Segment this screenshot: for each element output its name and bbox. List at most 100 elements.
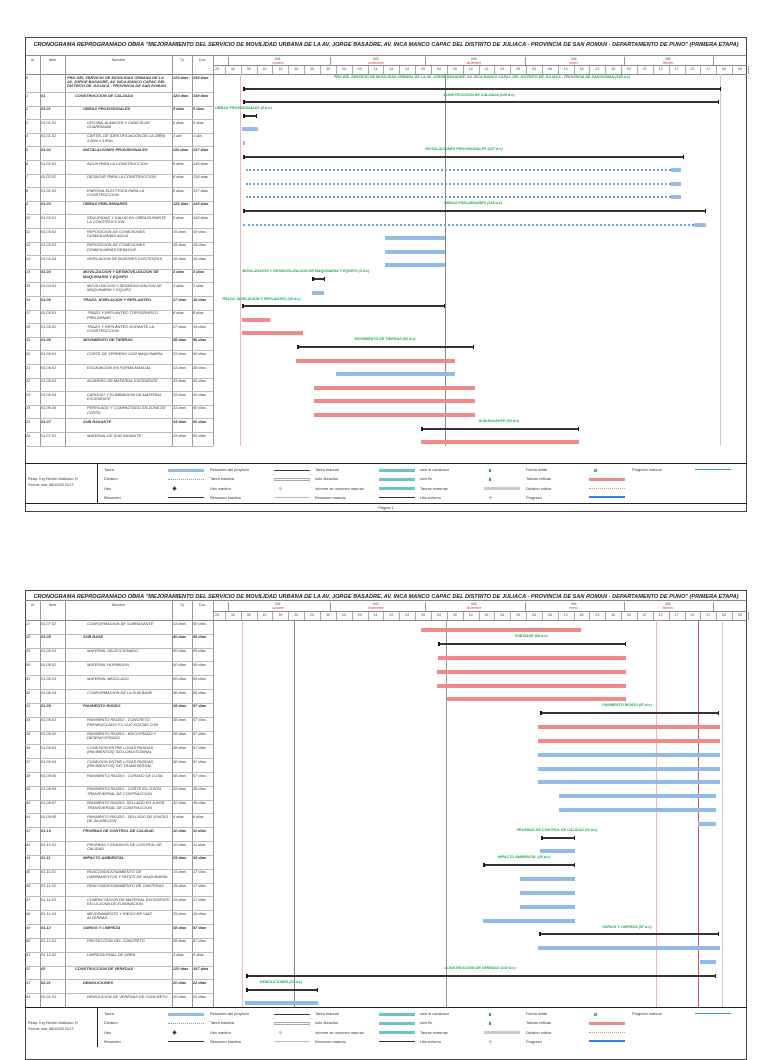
column-header-item[interactable]: Item <box>48 602 57 607</box>
task-name[interactable]: MOVILIZACION Y DESMOVILIZACION DE MAQUIN… <box>87 283 162 293</box>
summary-bar-2[interactable] <box>243 114 257 117</box>
critical-task-bar-32[interactable] <box>447 697 626 702</box>
summary-bar-42[interactable] <box>541 836 575 839</box>
task-name[interactable]: SUB RASANTE <box>83 419 112 424</box>
summary-bar-49[interactable] <box>539 933 719 936</box>
critical-task-bar-29[interactable] <box>438 655 626 660</box>
task-bar-41[interactable] <box>698 821 716 826</box>
task-name[interactable]: TRAZO Y REPLANTEO DURANTE LA CONSTRUCCIO… <box>87 324 154 334</box>
task-name[interactable]: PROTECCION DEL CONCRETO <box>87 939 145 944</box>
task-name[interactable]: MEJORAMIENTO Y RIEGO DE VIAS ALTERNAS <box>87 911 152 921</box>
task-bar-38[interactable] <box>538 780 720 785</box>
task-name[interactable]: REPOSICION DE CONEXIONES DOMICILIARIAS D… <box>87 243 145 252</box>
critical-task-bar-18[interactable] <box>242 331 303 336</box>
summary-bar-14[interactable] <box>312 277 325 280</box>
task-name[interactable]: CARGUIO Y ELIMINACION DE MATERIAL EXCEDE… <box>87 392 162 402</box>
split-task-dots-6[interactable] <box>246 169 671 172</box>
task-name[interactable]: SEGURIDAD Y SALUD EN OBRA DURANTE LA CON… <box>87 215 167 225</box>
summary-bar-53[interactable] <box>246 988 318 991</box>
task-bar-36[interactable] <box>538 752 720 757</box>
task-name[interactable]: MATERIAL MEZCLADO <box>87 676 129 681</box>
task-bar-50[interactable] <box>538 946 720 951</box>
task-name[interactable]: CONSTRUCCION DE CALZADA <box>75 93 134 98</box>
critical-task-bar-27[interactable] <box>421 628 581 633</box>
task-name[interactable]: CORTE DE TERRENO CON MAQUINARIA <box>87 351 163 356</box>
summary-bar-16[interactable] <box>242 305 445 308</box>
task-name[interactable]: NIVELACION DE BUZONES EXISTENTES <box>87 256 163 261</box>
task-name[interactable]: REACONDICIONAMIENTO DE CAMPAMENTOS Y PAT… <box>87 870 168 879</box>
task-name[interactable]: EXCAVACION EN FORMA MANUAL <box>87 365 151 370</box>
column-header-tp[interactable]: Tp <box>179 602 185 607</box>
task-name[interactable]: PAVIMENTO RIGIDO - CURADO DE LOSA <box>87 773 163 778</box>
task-name[interactable]: PAVIMENTO RIGIDO- SELLADO EN JUNTA TRANS… <box>87 801 165 810</box>
task-name[interactable]: PERFILADO Y COMPACTADO EN ZONA DE CORTE <box>87 406 166 415</box>
task-name[interactable]: LIMPIEZA FINAL DE OBRA <box>87 953 136 958</box>
task-bar-40[interactable] <box>559 807 716 812</box>
column-header-item[interactable]: Item <box>48 57 57 62</box>
task-bar-37[interactable] <box>538 766 720 771</box>
task-bar-47[interactable] <box>520 904 575 909</box>
task-bar-21[interactable] <box>336 372 455 377</box>
summary-bar-5[interactable] <box>243 155 684 158</box>
task-name[interactable]: CONEXION ENTRE LOSAS RIGIDAS (PAVIMENTOS… <box>87 745 154 755</box>
summary-bar-52[interactable] <box>246 974 716 977</box>
task-name[interactable]: OBRAS PROVISIONALES <box>83 107 131 112</box>
task-bar-4[interactable] <box>243 140 245 145</box>
task-bar-11[interactable] <box>385 236 445 241</box>
task-bar-45[interactable] <box>520 877 575 882</box>
summary-bar-33[interactable] <box>540 712 719 715</box>
column-header-name[interactable]: Nombre <box>111 602 126 607</box>
task-name[interactable]: CARTEL DE IDENTIFICACIÓN DE LA OBRA 3.60… <box>87 134 166 143</box>
task-name[interactable]: AGUA PARA LA CONSTRUCCION <box>87 161 148 166</box>
task-name[interactable]: CONFORMACION DE SUBRASANTE <box>87 621 154 626</box>
task-bar-7[interactable] <box>671 181 681 186</box>
task-name[interactable]: MOVILIZACION Y DESMOVILIZACION DE MAQUIN… <box>83 270 159 279</box>
critical-task-bar-17[interactable] <box>242 317 270 322</box>
task-bar-12[interactable] <box>385 249 445 254</box>
task-name[interactable]: IMPACTO AMBIENTAL <box>83 856 125 861</box>
task-name[interactable]: DESAGUE PARA LA CONSTRUCCION <box>87 175 156 180</box>
task-bar-6[interactable] <box>671 168 681 173</box>
task-name[interactable]: PAVIMENTO RIGIDO <box>83 704 121 709</box>
summary-bar-9[interactable] <box>243 209 706 212</box>
critical-task-bar-26[interactable] <box>421 440 579 445</box>
task-bar-43[interactable] <box>540 849 575 854</box>
task-name[interactable]: PRUEBAS Y ENSAYOS DE CONTROL DE CALIDAD <box>87 842 162 852</box>
task-name[interactable]: MOVIMIENTO DE TIERRAS <box>83 338 133 343</box>
task-name[interactable]: CONSTRUCCION DE VEREDAS <box>75 967 134 971</box>
task-name[interactable]: OFICINA, ALMACEN Y CASETA DE GUARDIANIA <box>87 120 150 130</box>
task-name[interactable]: PAVIMENTO RIGIDO - CORTE EN JUNTA TRANSV… <box>87 787 161 796</box>
task-name[interactable]: MATERIAL HORMIGON <box>87 662 130 667</box>
summary-bar-25[interactable] <box>421 427 579 430</box>
task-bar-8[interactable] <box>671 195 681 200</box>
task-bar-10[interactable] <box>694 222 706 227</box>
task-name[interactable]: CONFORMACION DE LA SUB BASE <box>87 690 153 695</box>
task-name[interactable]: PRO DEL SERVICIO DE MOVILIDAD URBANA DE … <box>67 75 166 89</box>
task-name[interactable]: MATERIAL DE SUB RASANTE <box>87 433 142 438</box>
task-name[interactable]: ENERGIA ELECTRICA PARA LA CONSTRUCCION <box>87 188 145 198</box>
task-bar-46[interactable] <box>520 890 575 895</box>
task-name[interactable]: VARIOS Y LIMPIEZA <box>83 925 121 930</box>
critical-task-bar-20[interactable] <box>296 358 455 363</box>
task-name[interactable]: INSTALACIONES PROVISIONALES <box>83 147 148 152</box>
summary-bar-1[interactable] <box>243 101 719 104</box>
task-name[interactable]: PAVIMENTO RIGIDO - ENCOFRADO Y DESENCOFR… <box>87 732 157 741</box>
task-name[interactable]: TRAZO, NIVELACIÓN Y REPLANTEO <box>83 297 152 302</box>
task-name[interactable]: TRAZO Y REPLANTEO TOPOGRAFICO PRELIMINAR <box>87 311 159 320</box>
summary-bar-28[interactable] <box>438 643 626 646</box>
task-name[interactable]: REPOSICION DE CONEXIONES DOMICILIARIAS A… <box>87 229 145 238</box>
critical-task-bar-30[interactable] <box>437 669 626 674</box>
task-bar-48[interactable] <box>483 918 575 923</box>
column-header-tp[interactable]: Tp <box>179 57 185 62</box>
task-bar-15[interactable] <box>312 290 324 295</box>
task-name[interactable]: ACARREO DE MATERIAL EXCEDENTE <box>87 379 158 384</box>
task-name[interactable]: PAVIMENTO RIGIDO - SELLADO DE JUNTAS DE … <box>87 814 169 824</box>
column-header-dur[interactable]: Dur. <box>198 57 207 62</box>
task-name[interactable]: PRUEBAS DE CONTROL DE CALIDAD <box>83 828 154 833</box>
critical-task-bar-24[interactable] <box>314 412 475 417</box>
task-bar-54[interactable] <box>245 1001 318 1006</box>
task-name[interactable]: OBRAS PRELIMINARES <box>83 202 128 207</box>
task-name[interactable]: DEMOLICION DE VEREDAS DE CONCRETO <box>87 994 168 999</box>
task-name[interactable]: DEMOLICIONES <box>83 980 114 985</box>
split-task-dots-10[interactable] <box>243 223 694 226</box>
